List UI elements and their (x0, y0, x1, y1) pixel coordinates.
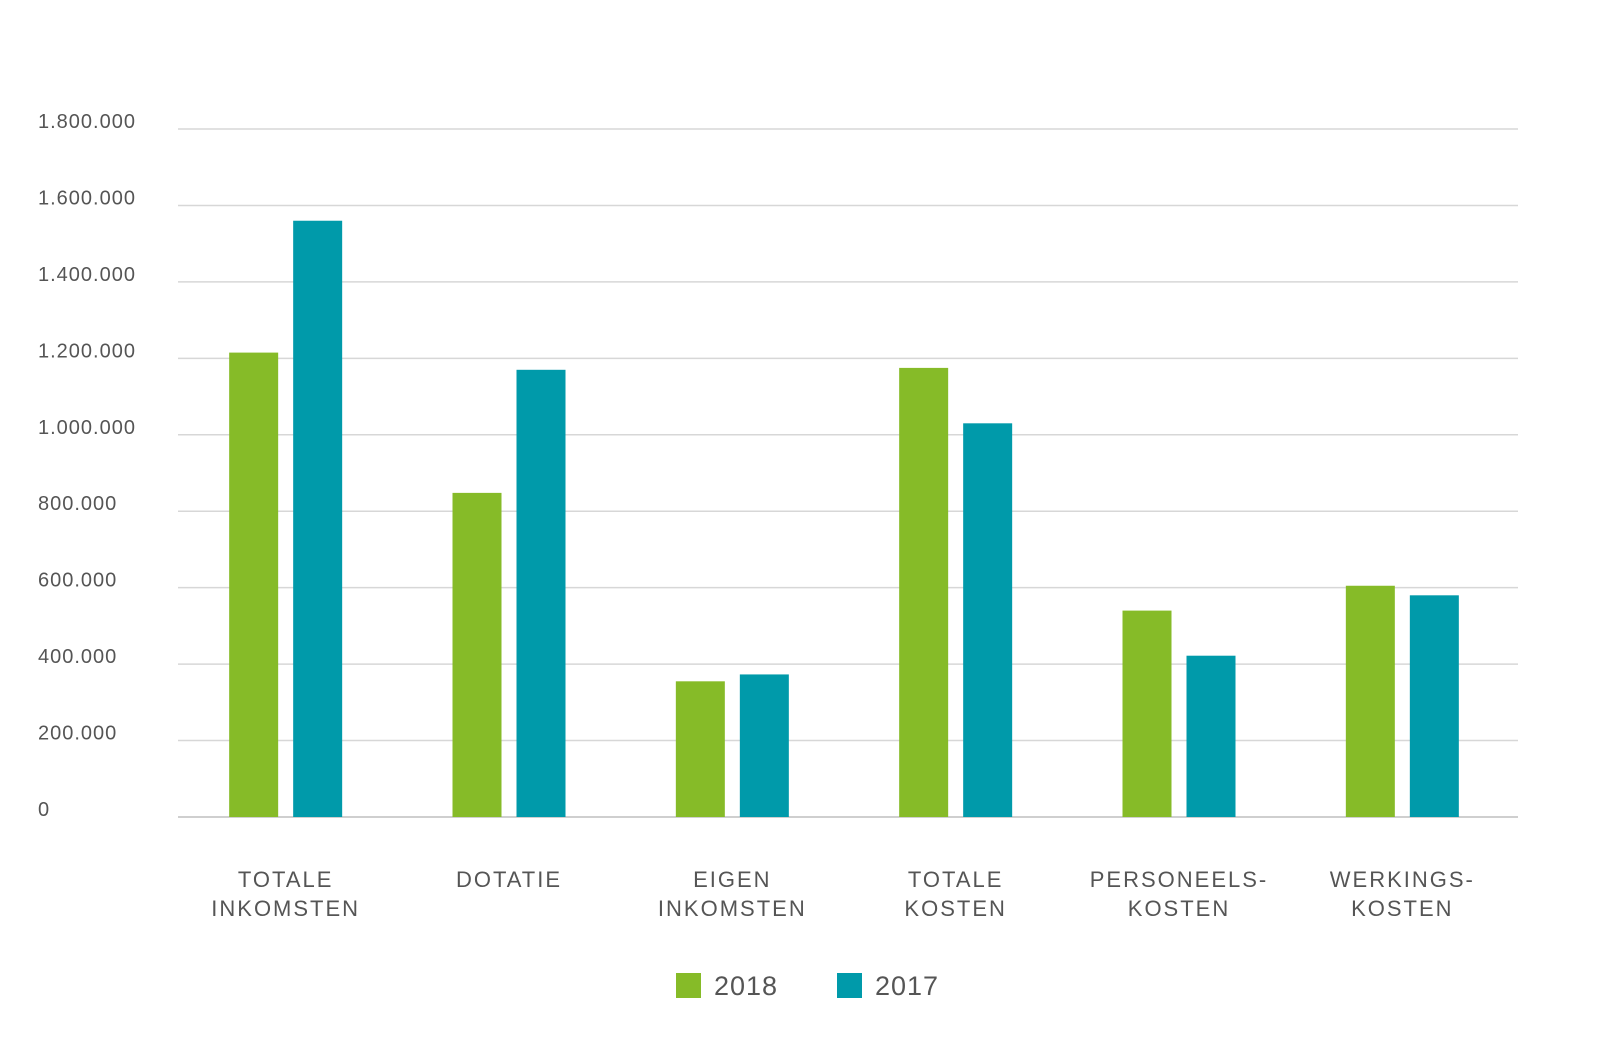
x-category-label: INKOMSTEN (211, 896, 360, 921)
bars (229, 220, 1459, 817)
bar-2017-cat-0 (293, 220, 343, 817)
legend-label: 2017 (875, 971, 939, 1001)
legend: 2018 2017 (676, 971, 939, 1001)
x-category-label: KOSTEN (1351, 896, 1453, 921)
legend-swatch-2017 (837, 973, 862, 998)
y-tick-label: 800.000 (38, 493, 117, 515)
x-category-label: KOSTEN (904, 896, 1006, 921)
bar-2018-cat-1 (452, 492, 502, 817)
y-tick-label: 400.000 (38, 646, 117, 668)
y-tick-label: 200.000 (38, 723, 117, 745)
x-category-label: EIGEN (693, 867, 771, 892)
bar-2017-cat-4 (1186, 655, 1236, 817)
gridlines (178, 128, 1518, 818)
y-tick-label: 600.000 (38, 570, 117, 592)
y-tick-label: 0 (38, 799, 50, 821)
x-axis-category-labels: TOTALE INKOMSTEN DOTATIE EIGEN INKOMSTEN TOTA… (211, 867, 1475, 921)
bar-2018-cat-0 (229, 352, 279, 817)
legend-label: 2018 (714, 971, 778, 1001)
x-category-label: TOTALE (238, 867, 334, 892)
x-category-label: INKOMSTEN (658, 896, 807, 921)
bar-2018-cat-5 (1345, 585, 1395, 817)
y-tick-label: 1.000.000 (38, 417, 136, 439)
y-tick-label: 1.600.000 (38, 187, 136, 209)
y-tick-label: 1.200.000 (38, 340, 136, 362)
bar-2018-cat-3 (899, 367, 949, 817)
y-axis-tick-labels: 0 200.000 400.000 600.000 800.000 1.000.000 1.… (38, 111, 136, 821)
legend-swatch-2018 (676, 973, 701, 998)
x-category-label: PERSONEELS- (1090, 867, 1269, 892)
x-category-label: KOSTEN (1128, 896, 1230, 921)
bar-2017-cat-1 (516, 369, 566, 817)
y-tick-label: 1.400.000 (38, 264, 136, 286)
y-tick-label: 1.800.000 (38, 111, 136, 133)
x-category-label: WERKINGS- (1330, 867, 1475, 892)
bar-2017-cat-5 (1409, 595, 1459, 817)
x-category-label: TOTALE (908, 867, 1004, 892)
bar-2017-cat-2 (739, 674, 789, 817)
bar-2018-cat-4 (1122, 610, 1172, 817)
bar-2018-cat-2 (675, 681, 725, 817)
bar-2017-cat-3 (963, 423, 1013, 817)
x-category-label: DOTATIE (456, 867, 562, 892)
